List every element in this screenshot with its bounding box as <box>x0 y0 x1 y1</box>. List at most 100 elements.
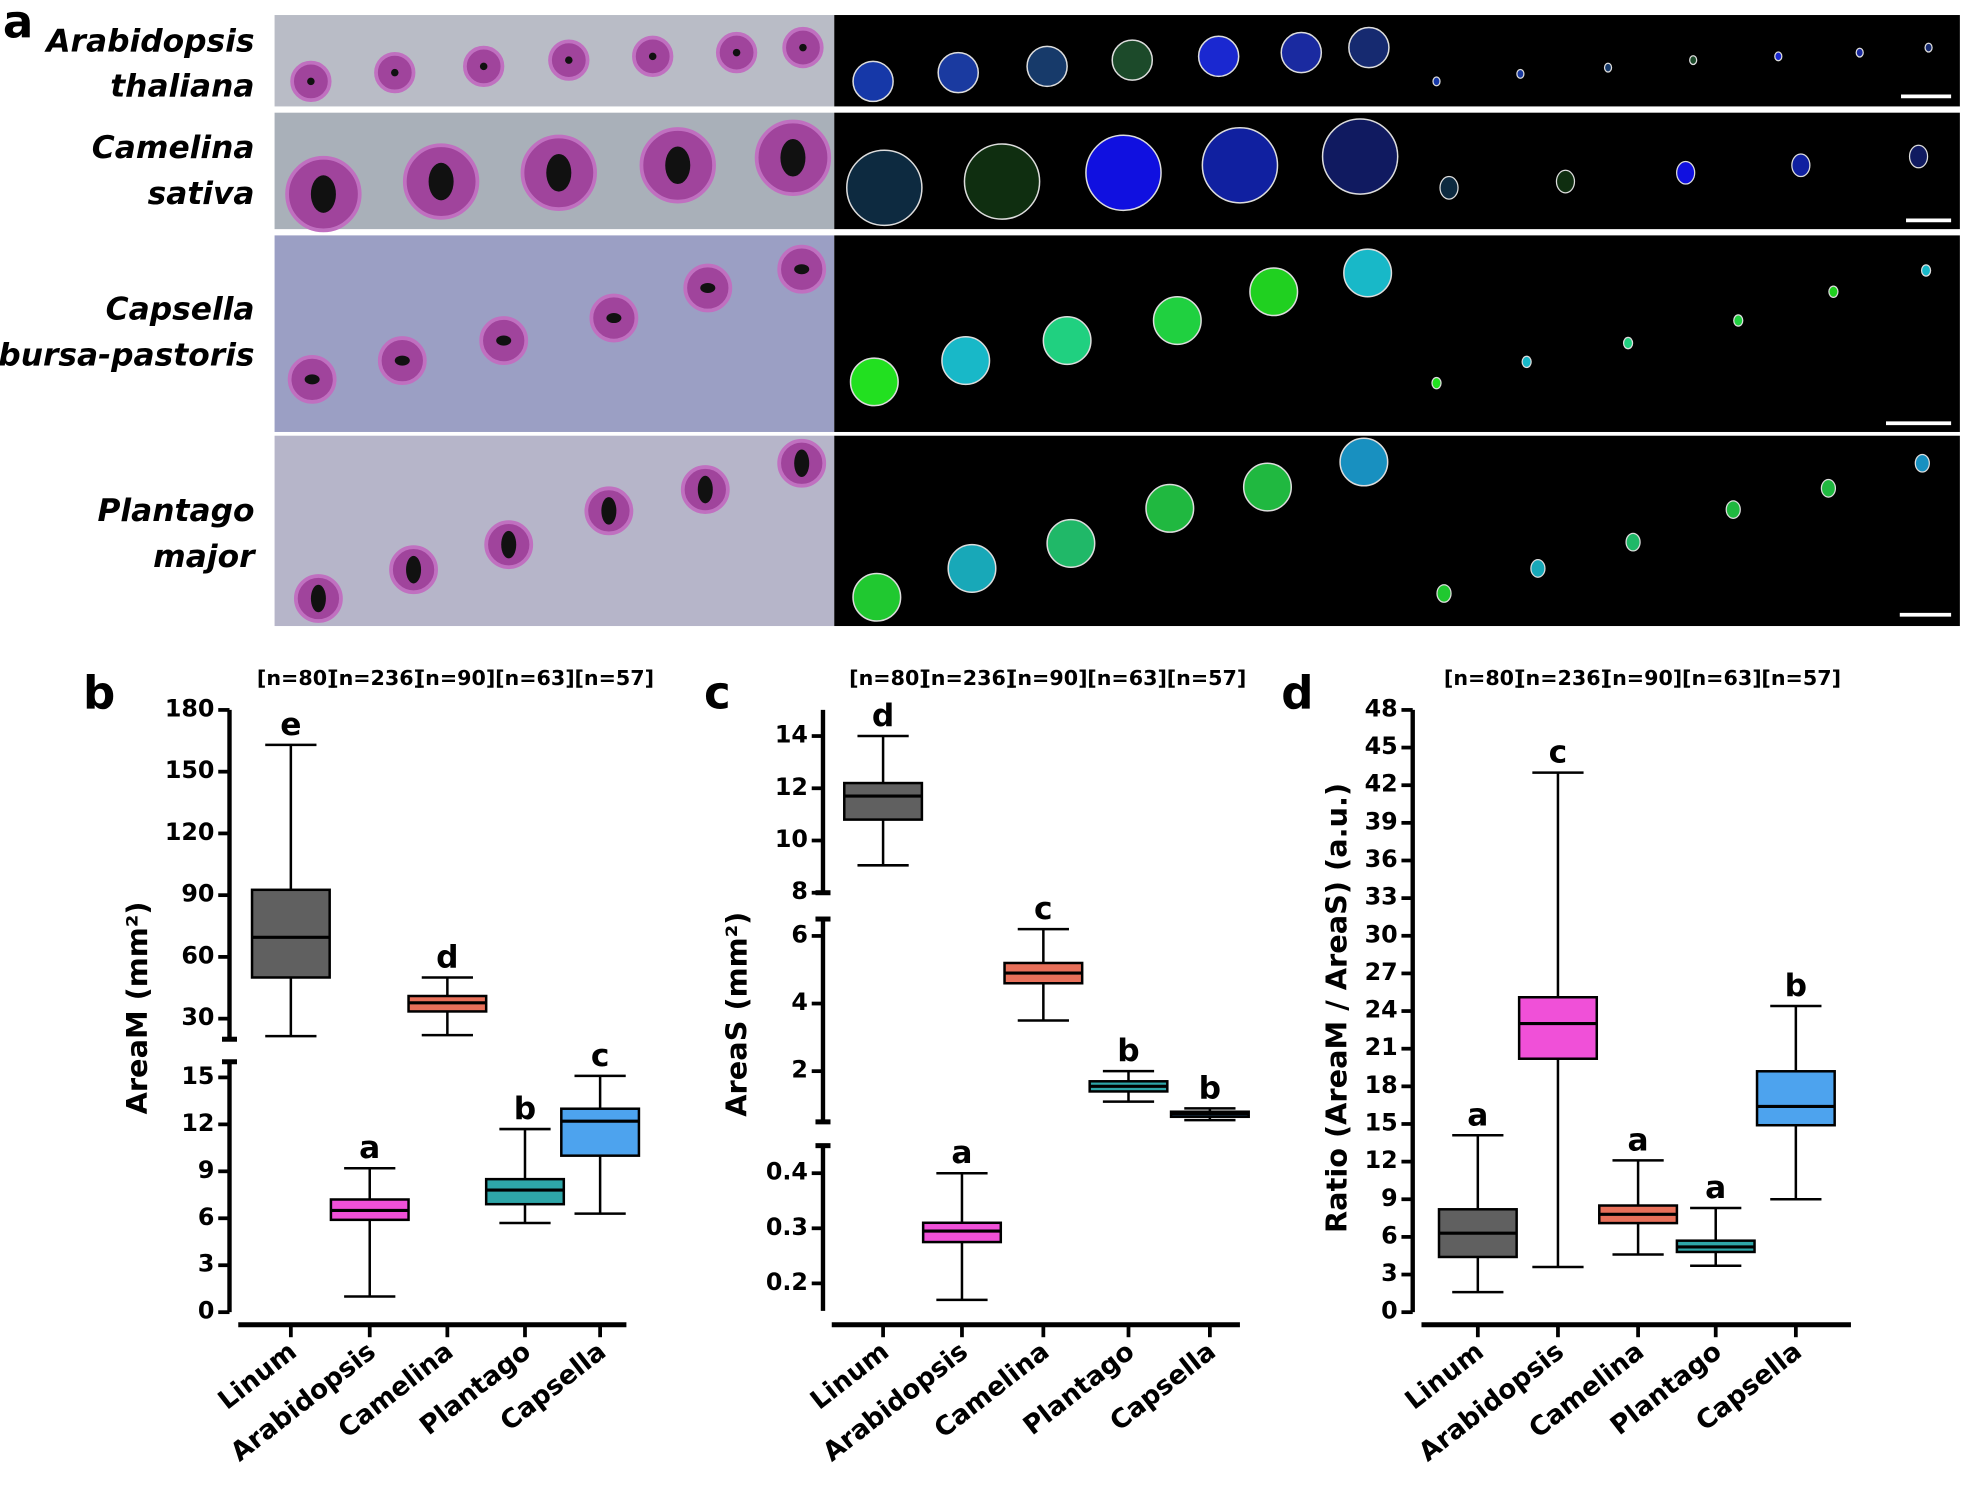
y-tick-label: 4 <box>791 988 808 1016</box>
segmented-mucilage <box>1152 295 1202 346</box>
significance-letter: a <box>951 1135 972 1171</box>
seed <box>780 138 806 177</box>
segmented-seed <box>1555 169 1576 194</box>
segmented-seed <box>1431 376 1442 390</box>
segmented-seed <box>1791 153 1811 178</box>
species-label: sativa <box>148 176 255 212</box>
whisker-lower <box>344 1219 396 1298</box>
y-tick-label: 8 <box>791 877 808 905</box>
y-tick-label: 90 <box>181 880 214 908</box>
whisker-lower <box>1770 1125 1822 1201</box>
whisker-upper <box>1612 1159 1664 1206</box>
whisker-lower <box>936 1242 988 1302</box>
y-tick-label: 21 <box>1365 1033 1398 1061</box>
significance-letter: a <box>1628 1122 1649 1158</box>
segmented-mucilage <box>1242 462 1293 512</box>
y-tick-label: 6 <box>1381 1221 1398 1249</box>
segmented-mucilage <box>937 51 979 94</box>
whisker-upper <box>1690 1206 1742 1241</box>
y-tick-label: 45 <box>1365 732 1398 760</box>
y-tick-label: 0.2 <box>766 1268 808 1296</box>
whisker-upper <box>1017 927 1069 963</box>
photo-bright-field <box>274 435 835 627</box>
box <box>560 1107 641 1157</box>
n-label: [n=57] <box>1761 666 1841 690</box>
segmented-mucilage <box>1280 31 1323 74</box>
y-tick-label: 36 <box>1365 845 1398 873</box>
y-tick-label: 30 <box>181 1003 214 1031</box>
n-label: [n=236] <box>1516 666 1610 690</box>
y-axis-label: AreaS (mm²) <box>720 912 754 1117</box>
y-tick-label: 27 <box>1365 958 1398 986</box>
significance-letter: a <box>359 1130 380 1166</box>
panel-label: a <box>3 0 33 49</box>
seed <box>794 449 810 478</box>
y-tick-label: 12 <box>1365 1146 1398 1174</box>
segmented-mucilage <box>849 357 899 407</box>
whisker-upper <box>1770 1004 1822 1072</box>
significance-letter: d <box>436 939 458 975</box>
y-tick-label: 0 <box>198 1297 215 1325</box>
significance-letter: b <box>1117 1033 1139 1069</box>
y-tick-label: 6 <box>791 920 808 948</box>
whisker-lower <box>1102 1091 1155 1103</box>
y-tick-label: 0.4 <box>766 1158 808 1186</box>
segmented-mucilage <box>1046 518 1096 568</box>
species-label: Camelina <box>92 130 255 166</box>
seed <box>565 56 573 64</box>
panel-a: a Arabidopsis thaliana Camelina sativa Capse… <box>0 0 1960 627</box>
segmented-seed <box>1432 76 1441 87</box>
y-tick-label: 9 <box>1381 1184 1398 1212</box>
seed <box>428 162 454 201</box>
y-axis-label: Ratio (AreaM / AreaS) (a.u.) <box>1319 783 1353 1233</box>
box <box>1755 1070 1836 1127</box>
n-label: [n=236] <box>329 666 423 690</box>
segmented-mucilage <box>1111 39 1154 81</box>
n-label: [n=80] <box>849 666 929 690</box>
seed <box>501 530 517 559</box>
box <box>1517 996 1599 1060</box>
species-label: Arabidopsis <box>43 23 254 59</box>
n-label: [n=57] <box>574 666 654 690</box>
whisker-lower <box>1532 1058 1584 1269</box>
photo-segmented <box>834 15 1960 107</box>
n-label: [n=236] <box>921 666 1015 690</box>
segmented-mucilage <box>1348 26 1390 69</box>
y-tick-label: 120 <box>165 818 215 846</box>
segmented-mucilage <box>1249 267 1299 317</box>
y-tick-label: 9 <box>198 1156 215 1184</box>
n-label: [n=63] <box>1087 666 1167 690</box>
y-tick-label: 6 <box>198 1203 215 1231</box>
photo-bright-field <box>274 235 835 432</box>
n-label: [n=90] <box>1603 666 1683 690</box>
whisker-lower <box>857 819 909 867</box>
whisker-upper <box>1532 771 1584 998</box>
whisker-lower <box>499 1204 551 1225</box>
species-label: Capsella <box>106 291 255 327</box>
y-tick-label: 60 <box>181 941 214 969</box>
seed <box>391 68 399 77</box>
segmented-mucilage <box>1042 316 1092 366</box>
segmented-mucilage <box>852 572 902 622</box>
seed <box>601 497 617 525</box>
segmented-seed <box>1689 55 1698 66</box>
seed <box>606 313 622 324</box>
seed <box>648 52 657 61</box>
seed <box>394 355 410 366</box>
species-label: bursa-pastoris <box>0 338 255 374</box>
y-tick-label: 180 <box>165 694 215 722</box>
n-label: [n=90] <box>1008 666 1088 690</box>
segmented-seed <box>1603 62 1613 73</box>
whisker-lower <box>265 977 317 1038</box>
y-tick-label: 12 <box>181 1109 214 1137</box>
segmented-mucilage <box>963 143 1041 220</box>
whisker-upper <box>344 1166 396 1200</box>
segmented-seed <box>1820 478 1837 498</box>
whisker-upper <box>857 734 909 784</box>
whisker-upper <box>265 743 317 890</box>
seed <box>697 475 713 504</box>
significance-letter: a <box>1705 1170 1726 1206</box>
segmented-mucilage <box>846 149 923 227</box>
seed <box>479 62 488 71</box>
